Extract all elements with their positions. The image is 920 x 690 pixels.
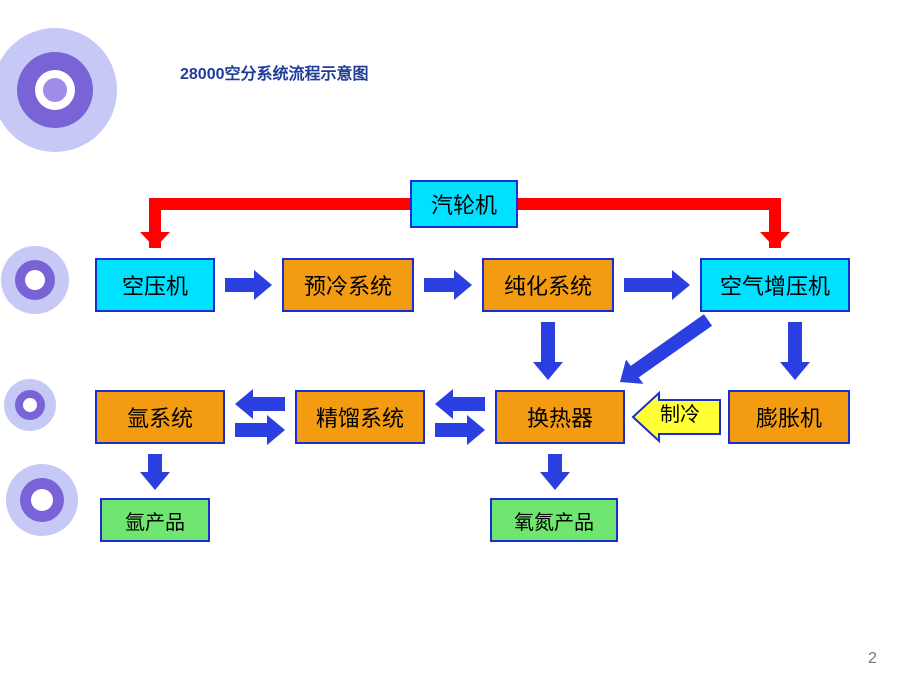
node-hex: 换热器 <box>495 390 625 444</box>
node-expander: 膨胀机 <box>728 390 850 444</box>
node-compressor: 空压机 <box>95 258 215 312</box>
node-booster: 空气增压机 <box>700 258 850 312</box>
arrows-layer: 制冷 <box>0 0 920 690</box>
node-argon: 氩系统 <box>95 390 225 444</box>
node-distill: 精馏系统 <box>295 390 425 444</box>
node-purify: 纯化系统 <box>482 258 614 312</box>
node-turbine: 汽轮机 <box>410 180 518 228</box>
page-number: 2 <box>868 650 877 668</box>
node-on_prod: 氧氮产品 <box>490 498 618 542</box>
svg-text:制冷: 制冷 <box>660 403 700 426</box>
node-precool: 预冷系统 <box>282 258 414 312</box>
node-argon_prod: 氩产品 <box>100 498 210 542</box>
decor-circles-layer <box>0 0 920 690</box>
slide-title: 28000空分系统流程示意图 <box>180 60 369 84</box>
slide-stage: 28000空分系统流程示意图 制冷 汽轮机空压机 预冷系统 纯化系统 空气增压机氩系统… <box>0 0 920 690</box>
